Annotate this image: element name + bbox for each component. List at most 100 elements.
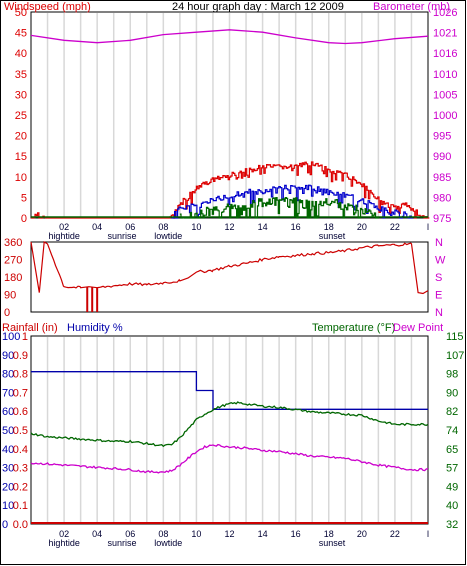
direction-degree-label: 360 (4, 237, 22, 249)
wind-tick-label: 20 (15, 131, 27, 143)
atmosphere-vertical-grid (46, 337, 413, 523)
wind-x-tick-label: 16 (291, 222, 301, 232)
wind-tick-label: 5 (21, 192, 27, 204)
direction-compass-label: N (435, 237, 443, 249)
direction-degree-label: 180 (4, 272, 22, 284)
atmosphere-series (30, 371, 429, 524)
dewpoint-axis-title: Dew Point (393, 322, 443, 334)
rainfall-tick-label: 0.3 (13, 463, 28, 475)
rainfall-tick-label: 0.2 (13, 481, 28, 493)
barometer-tick-label: 980 (433, 192, 451, 204)
windspeed-line (31, 161, 430, 219)
humidity-tick-label: 20 (2, 481, 14, 493)
wind-x-tick-label: 08 (158, 222, 168, 232)
barometer-tick-label: 995 (433, 131, 451, 143)
wind-tick-label: 10 (15, 172, 27, 184)
wind-tick-label: 35 (15, 69, 27, 81)
atmosphere-x-annotation: sunset (319, 538, 346, 548)
rainfall-tick-label: 0.9 (13, 350, 28, 362)
wind-x-tick-label: 02 (59, 222, 69, 232)
temperature-line (30, 401, 429, 448)
atmosphere-x-tick-label: 16 (291, 529, 301, 539)
atmosphere-x-tick-label: 02 (59, 529, 69, 539)
gust-line (171, 184, 413, 219)
atmosphere-x-tick-label: 18 (324, 529, 334, 539)
wind-x-tick-label: 12 (224, 222, 234, 232)
direction-degree-labels: 0 90 180 270 360 (4, 237, 22, 319)
temperature-tick-label: 74 (446, 425, 458, 437)
barometer-axis-title: Barometer (mb) (373, 1, 450, 13)
wind-direction-line (30, 241, 429, 295)
wind-tick-label: 40 (15, 48, 27, 60)
wind-x-annotation: hightide (48, 231, 80, 241)
barometer-tick-label: 1000 (433, 110, 457, 122)
barometer-tick-label: 985 (433, 172, 451, 184)
humidity-tick-label: 30 (2, 463, 14, 475)
atmosphere-x-tick-label: 20 (357, 529, 367, 539)
temperature-tick-label: 65 (446, 444, 458, 456)
rainfall-tick-label: 1 (22, 331, 28, 343)
humidity-tick-label: 90 (2, 350, 14, 362)
temperature-tick-label: 57 (446, 463, 458, 475)
wind-x-tick-label: 06 (125, 222, 135, 232)
wind-x-annotation: sunrise (107, 231, 136, 241)
atmosphere-x-annotation: sunrise (107, 538, 136, 548)
humidity-axis-title: Humidity % (67, 322, 123, 334)
barometer-tick-label: 1021 (433, 28, 457, 40)
rainfall-tick-labels: 0.0 0.1 0.2 0.3 0.4 0.5 0.6 0.7 0.8 0.9 1 (13, 331, 28, 531)
temperature-tick-label: 107 (446, 350, 464, 362)
humidity-tick-label: 100 (2, 331, 20, 343)
secondary-wind-line (179, 197, 379, 219)
direction-degree-label: 270 (4, 255, 22, 267)
atmosphere-panel: Rainfall (in) Humidity % Temperature (°F… (2, 322, 464, 548)
rainfall-tick-label: 0.5 (13, 425, 28, 437)
direction-plot-frame (30, 241, 429, 313)
rainfall-axis-title: Rainfall (in) (2, 322, 58, 334)
chart-title: 24 hour graph day : March 12 2009 (172, 1, 344, 13)
atmosphere-x-annotation: lowtide (154, 538, 182, 548)
wind-tick-label: 0 (21, 213, 27, 225)
humidity-tick-label: 50 (2, 425, 14, 437)
rainfall-tick-label: 0.7 (13, 387, 28, 399)
wind-x-tick-label: 22 (390, 222, 400, 232)
wind-x-tick-labels: 02 04 06 08 10 12 14 16 18 20 22 l (59, 222, 429, 232)
temperature-tick-labels: 32 40 49 57 65 74 82 90 98 107 115 (446, 331, 464, 531)
humidity-tick-label: 0 (2, 519, 8, 531)
atmosphere-x-tick-labels: 02 04 06 08 10 12 14 16 18 20 22 l (59, 529, 429, 539)
wind-x-tick-label: 14 (258, 222, 268, 232)
direction-compass-label: E (435, 290, 442, 302)
temperature-tick-label: 98 (446, 369, 458, 381)
direction-degree-label: 90 (4, 290, 16, 302)
direction-degree-label: 0 (4, 307, 10, 319)
atmosphere-x-tick-label: 22 (390, 529, 400, 539)
atmosphere-x-tick-label: l (427, 529, 429, 539)
atmosphere-x-tick-label: 08 (158, 529, 168, 539)
atmosphere-x-tick-label: 06 (125, 529, 135, 539)
humidity-line (31, 371, 428, 410)
wind-x-tick-label: 04 (92, 222, 102, 232)
humidity-tick-label: 10 (2, 500, 14, 512)
barometer-tick-label: 1010 (433, 69, 457, 81)
wind-tick-label: 50 (15, 7, 27, 19)
wind-axis-title: Windspeed (mph) (4, 1, 91, 13)
wind-tick-label: 25 (15, 110, 27, 122)
humidity-tick-label: 70 (2, 387, 14, 399)
humidity-tick-label: 40 (2, 444, 14, 456)
temperature-tick-label: 82 (446, 406, 458, 418)
wind-x-tick-label: 18 (324, 222, 334, 232)
direction-compass-label: S (435, 272, 442, 284)
humidity-tick-label: 80 (2, 369, 14, 381)
atmosphere-x-annotations: hightide sunrise lowtide sunset (48, 538, 345, 548)
direction-series (30, 241, 429, 312)
atmosphere-x-tick-label: 14 (258, 529, 268, 539)
wind-x-tick-label: l (427, 222, 429, 232)
rainfall-tick-label: 0.6 (13, 406, 28, 418)
wind-x-tick-label: 10 (191, 222, 201, 232)
humidity-tick-labels: 0 10 20 30 40 50 60 70 80 90 100 (2, 331, 20, 531)
rainfall-tick-label: 0.8 (13, 369, 28, 381)
rainfall-tick-label: 0.1 (13, 500, 28, 512)
direction-compass-label: W (435, 255, 446, 267)
